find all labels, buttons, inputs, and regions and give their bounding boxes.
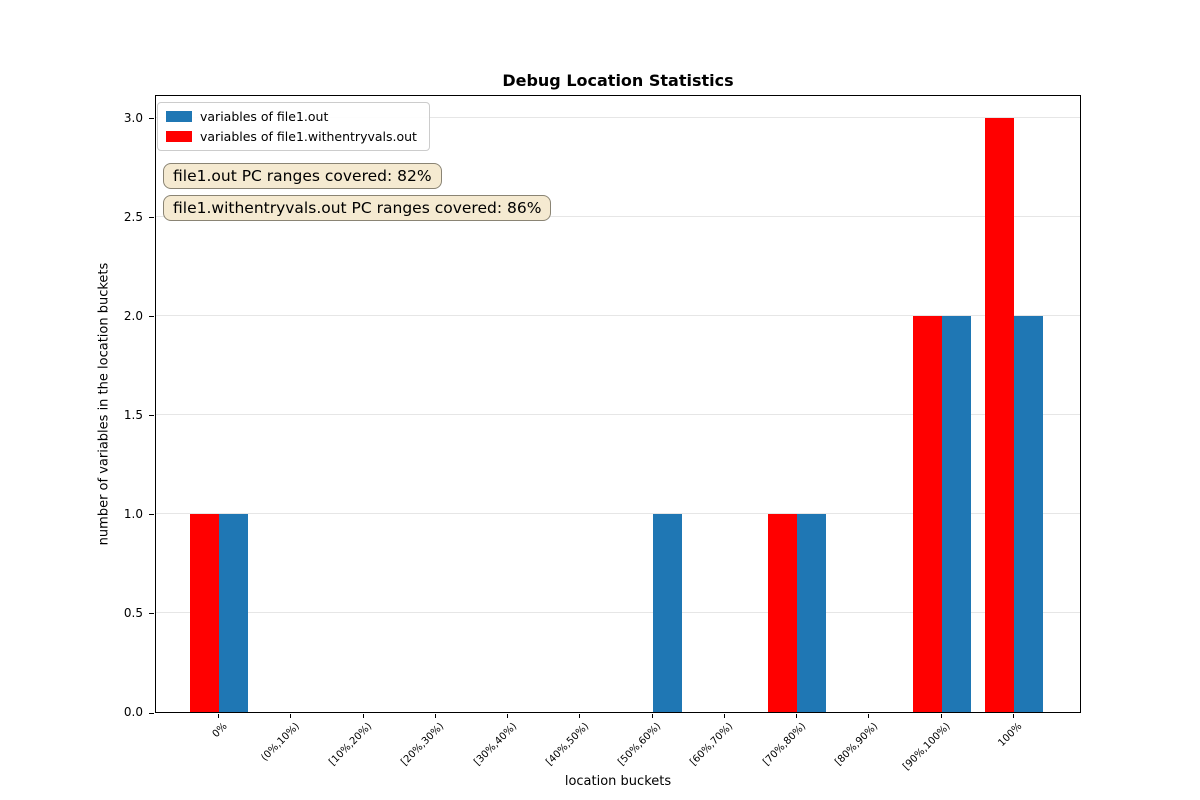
- y-tick-label-2.5: 2.5: [123, 209, 143, 224]
- y-tick-label-1: 1.0: [123, 506, 143, 521]
- gridline-y-2.5: [156, 216, 1080, 218]
- plot-area: [155, 95, 1081, 713]
- x-tick-0%: [218, 714, 219, 718]
- x-tick-label-[20%,30%): [20%,30%): [399, 721, 447, 768]
- x-tick-(0%,10%): [290, 714, 292, 718]
- y-tick-label-3: 3.0: [123, 110, 143, 125]
- chart-title: Debug Location Statistics: [502, 71, 734, 90]
- bar-blue-[90%,100%): [941, 315, 971, 712]
- x-tick-[90%,100%): [940, 714, 942, 718]
- red-swatch-icon: [166, 131, 192, 142]
- bar-red-[70%,80%): [768, 513, 798, 712]
- blue-swatch-icon: [166, 111, 192, 122]
- bar-blue-100%: [1013, 315, 1043, 712]
- legend-label: variables of file1.withentryvals.out: [200, 129, 417, 144]
- legend-row-file1-out: variables of file1.out: [166, 109, 417, 124]
- y-tick-0.5: [149, 613, 154, 615]
- gridline-y-3: [156, 117, 1080, 119]
- y-tick-label-1.5: 1.5: [123, 407, 143, 422]
- legend-label: variables of file1.out: [200, 109, 329, 124]
- gridline-y-1: [156, 513, 1080, 515]
- x-tick-[80%,90%): [868, 714, 870, 718]
- x-tick-[50%,60%): [651, 714, 653, 718]
- x-tick-[70%,80%): [796, 714, 798, 718]
- bar-blue-[70%,80%): [797, 513, 827, 712]
- legend: variables of file1.out variables of file…: [157, 102, 430, 151]
- annotation-pc-ranges-file1-withentryvals-out: file1.withentryvals.out PC ranges covere…: [163, 195, 552, 221]
- x-tick-label-[90%,100%): [90%,100%): [901, 721, 953, 773]
- bar-red-[90%,100%): [912, 315, 942, 712]
- y-axis-label: number of variables in the location buck…: [96, 262, 112, 546]
- bar-blue-0%: [219, 513, 248, 712]
- x-tick-[60%,70%): [723, 714, 725, 718]
- y-tick-3: [149, 118, 154, 120]
- x-tick-label-[40%,50%): [40%,50%): [544, 721, 592, 768]
- x-tick-label-[30%,40%): [30%,40%): [471, 721, 519, 768]
- x-tick-label-(0%,10%): (0%,10%): [259, 721, 303, 764]
- x-tick-[40%,50%): [579, 714, 581, 718]
- y-tick-2: [149, 316, 154, 318]
- x-tick-[10%,20%): [362, 714, 364, 718]
- x-tick-[30%,40%): [507, 714, 509, 718]
- x-tick-[20%,30%): [434, 714, 436, 718]
- bar-red-100%: [984, 117, 1014, 712]
- x-tick-label-0%: 0%: [210, 721, 230, 741]
- x-tick-label-100%: 100%: [996, 721, 1025, 749]
- x-axis-label: location buckets: [564, 774, 672, 789]
- y-tick-2.5: [149, 217, 154, 219]
- x-tick-label-[70%,80%): [70%,80%): [760, 721, 808, 768]
- y-tick-1.5: [149, 415, 154, 417]
- y-tick-0: [149, 712, 154, 714]
- x-tick-label-[50%,60%): [50%,60%): [616, 721, 664, 768]
- bar-red-0%: [190, 513, 219, 712]
- y-tick-label-2: 2.0: [123, 308, 143, 323]
- legend-row-file1-withentryvals-out: variables of file1.withentryvals.out: [166, 129, 417, 144]
- x-tick-label-[80%,90%): [80%,90%): [833, 721, 881, 768]
- x-tick-label-[10%,20%): [10%,20%): [327, 721, 375, 768]
- gridline-y-2: [156, 315, 1080, 317]
- bar-blue-[50%,60%): [652, 513, 682, 712]
- y-tick-label-0: 0.0: [123, 705, 143, 719]
- gridline-y-0.5: [156, 612, 1080, 614]
- x-tick-label-[60%,70%): [60%,70%): [688, 721, 736, 768]
- y-tick-1: [149, 514, 154, 516]
- x-tick-100%: [1012, 714, 1014, 718]
- annotation-pc-ranges-file1-out: file1.out PC ranges covered: 82%: [163, 163, 442, 189]
- y-tick-label-0.5: 0.5: [123, 605, 143, 620]
- gridline-y-1.5: [156, 414, 1080, 416]
